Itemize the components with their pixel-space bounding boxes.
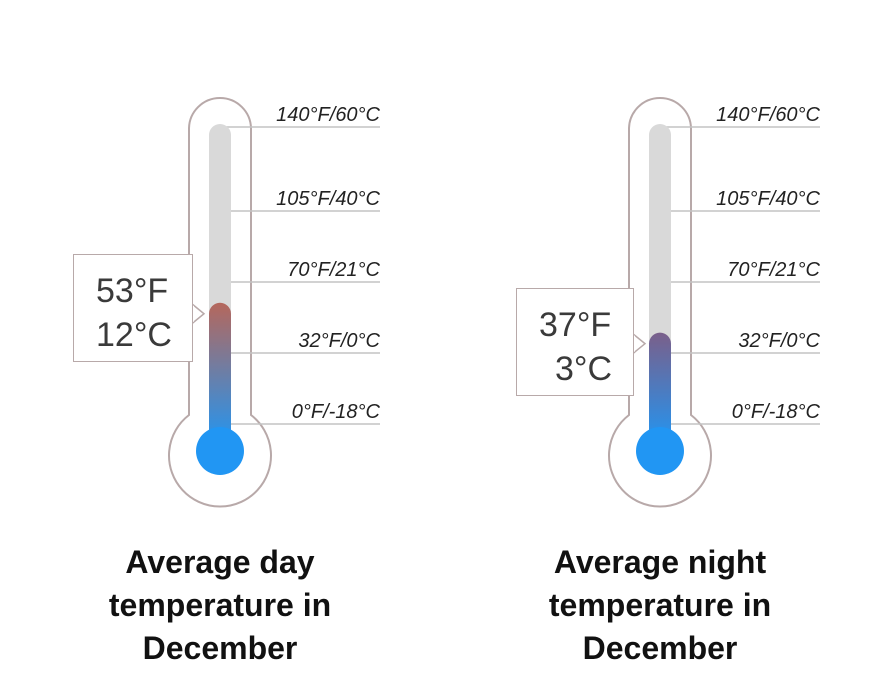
night-bulb: [636, 427, 684, 475]
day-reading-box: 53°F 12°C: [73, 254, 193, 362]
day-tick-label: 70°F/21°C: [287, 259, 380, 281]
night-caption-line-2: temperature in: [548, 587, 772, 623]
night-thermometer: 140°F/60°C 105°F/40°C 70°F/21°C 32°F/0°C 0°F…: [608, 97, 821, 508]
day-caption: Average day temperature in December: [80, 541, 360, 670]
night-tick-label: 0°F/-18°C: [732, 401, 821, 423]
day-caption-line-1: Average day: [125, 544, 315, 580]
night-tick-label: 70°F/21°C: [727, 259, 820, 281]
night-tick-label: 105°F/40°C: [716, 188, 820, 210]
day-caption-line-3: December: [142, 630, 298, 666]
night-reading-box: 37°F 3°C: [516, 288, 634, 396]
day-mercury-fill: [209, 302, 231, 445]
day-bulb: [196, 427, 244, 475]
day-tick-label: 0°F/-18°C: [292, 401, 381, 423]
night-tick-label: 140°F/60°C: [716, 104, 820, 126]
night-mercury-fill: [649, 332, 671, 445]
night-reading-fahrenheit: 37°F: [539, 306, 612, 344]
night-tick-label: 32°F/0°C: [738, 330, 820, 352]
day-tick-label: 105°F/40°C: [276, 188, 380, 210]
night-reading-celsius: 3°C: [555, 350, 613, 388]
night-caption: Average night temperature in December: [520, 541, 800, 670]
day-tick-label: 32°F/0°C: [298, 330, 380, 352]
day-caption-line-2: temperature in: [108, 587, 332, 623]
day-tick-label: 140°F/60°C: [276, 104, 380, 126]
day-thermometer: 140°F/60°C 105°F/40°C 70°F/21°C 32°F/0°C 0°F…: [168, 97, 381, 508]
night-caption-line-3: December: [582, 630, 738, 666]
night-caption-line-1: Average night: [553, 544, 767, 580]
day-reading-celsius: 12°C: [96, 316, 172, 354]
day-reading-fahrenheit: 53°F: [96, 272, 169, 310]
